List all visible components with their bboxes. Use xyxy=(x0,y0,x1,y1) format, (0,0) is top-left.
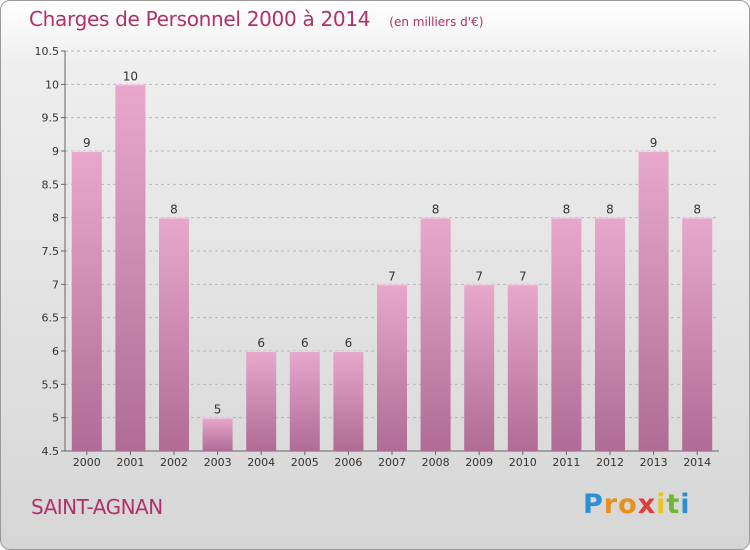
bar xyxy=(682,217,713,451)
data-label: 10 xyxy=(123,69,138,83)
bar xyxy=(551,217,582,451)
x-tick-label: 2005 xyxy=(291,456,319,469)
data-label: 8 xyxy=(170,203,178,217)
title-row: Charges de Personnel 2000 à 2014 (en mil… xyxy=(29,7,483,31)
labels: 4.5 5 5.5 6 6.5 7 7.5 8 8.5 9 9.5 10 10.5 9 2000 10 2001… xyxy=(35,45,712,469)
data-label: 8 xyxy=(693,203,701,217)
x-tick-label: 2008 xyxy=(422,456,450,469)
data-label: 5 xyxy=(214,403,222,417)
bar xyxy=(377,284,407,451)
x-tick-label: 2003 xyxy=(204,456,232,469)
bar xyxy=(115,84,146,451)
x-tick-label: 2013 xyxy=(640,456,668,469)
bar xyxy=(71,151,102,451)
x-tick-label: 2006 xyxy=(334,456,362,469)
logo-letter: o xyxy=(618,489,638,520)
y-tick-label: 8 xyxy=(52,212,59,225)
y-tick-label: 8.5 xyxy=(42,178,60,191)
data-label: 7 xyxy=(475,269,483,283)
y-tick-label: 10 xyxy=(45,78,59,91)
data-label: 9 xyxy=(83,136,91,150)
logo-letter: i xyxy=(656,489,667,520)
logo-letter: i xyxy=(680,489,691,520)
x-tick-label: 2004 xyxy=(247,456,275,469)
logo-letter: x xyxy=(637,489,657,520)
bar xyxy=(289,351,320,451)
bars xyxy=(71,84,713,451)
y-tick-label: 9.5 xyxy=(42,112,60,125)
data-label: 8 xyxy=(432,203,440,217)
data-label: 9 xyxy=(650,136,658,150)
y-tick-label: 6 xyxy=(52,345,59,358)
x-tick-label: 2012 xyxy=(596,456,624,469)
logo-letter: r xyxy=(603,489,619,520)
y-tick-label: 9 xyxy=(52,145,59,158)
data-label: 6 xyxy=(301,336,309,350)
x-tick-label: 2002 xyxy=(160,456,188,469)
bar xyxy=(202,417,233,451)
x-tick-label: 2014 xyxy=(683,456,711,469)
x-tick-label: 2011 xyxy=(552,456,580,469)
bar xyxy=(507,284,538,451)
proxiti-logo: Proxiti xyxy=(583,489,691,520)
bar xyxy=(638,151,669,451)
chart-subtitle: (en milliers d'€) xyxy=(389,15,484,29)
data-label: 8 xyxy=(563,203,571,217)
x-tick-label: 2009 xyxy=(465,456,493,469)
y-tick-label: 6.5 xyxy=(42,312,60,325)
bar xyxy=(420,217,451,451)
y-tick-label: 10.5 xyxy=(35,45,60,58)
data-label: 6 xyxy=(257,336,265,350)
x-tick-label: 2000 xyxy=(73,456,101,469)
y-tick-label: 4.5 xyxy=(42,445,60,458)
y-tick-label: 5.5 xyxy=(42,378,60,391)
bar xyxy=(464,284,495,451)
bar xyxy=(595,217,625,451)
bar xyxy=(333,351,364,451)
x-tick-label: 2007 xyxy=(378,456,406,469)
data-label: 7 xyxy=(388,269,396,283)
logo-letter: P xyxy=(583,489,604,520)
bar xyxy=(246,351,277,451)
chart-title: Charges de Personnel 2000 à 2014 xyxy=(29,7,371,31)
logo-letter: t xyxy=(666,489,681,520)
y-tick-label: 7 xyxy=(52,278,59,291)
data-label: 8 xyxy=(606,203,614,217)
x-tick-label: 2010 xyxy=(509,456,537,469)
data-label: 7 xyxy=(519,269,527,283)
x-tick-label: 2001 xyxy=(116,456,144,469)
y-tick-label: 7.5 xyxy=(42,245,60,258)
data-label: 6 xyxy=(345,336,353,350)
bar xyxy=(159,217,189,451)
y-tick-label: 5 xyxy=(52,412,59,425)
place-name: SAINT-AGNAN xyxy=(31,495,163,519)
